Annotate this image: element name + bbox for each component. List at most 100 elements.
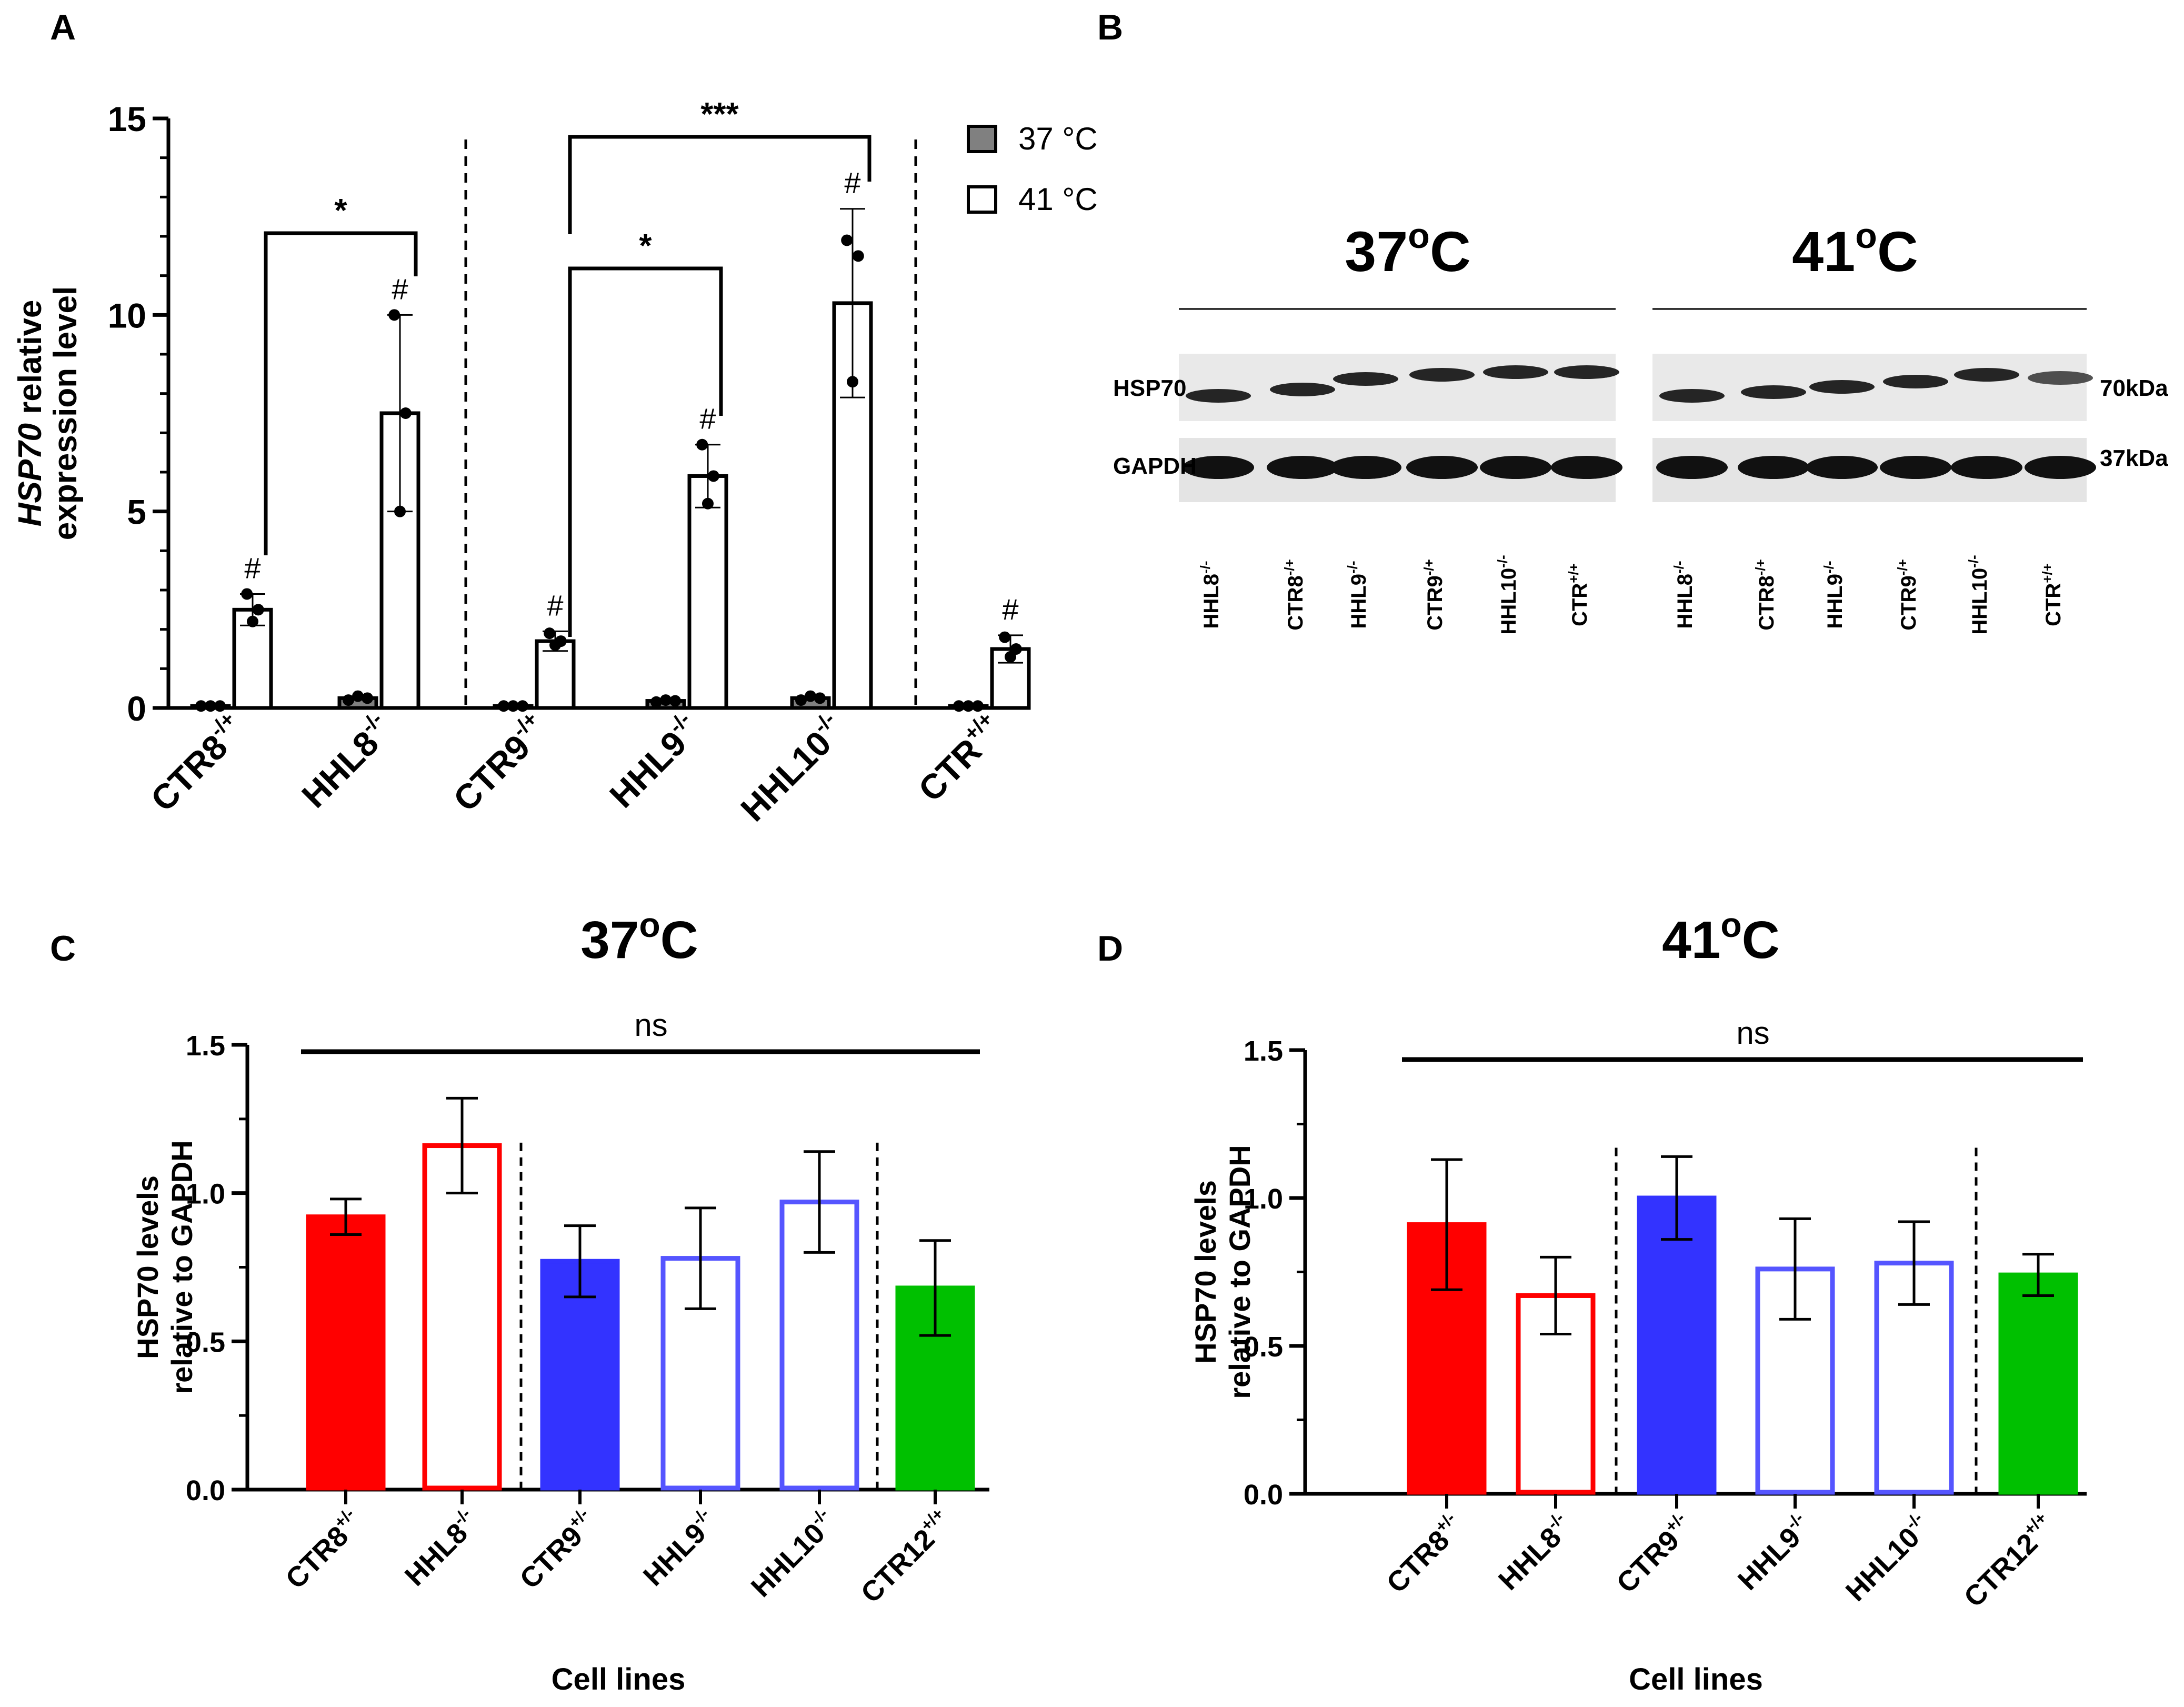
x-tick-label: CTR12+/+ (1956, 1509, 2061, 1614)
y-axis-label-italic: HSP70 (12, 423, 48, 526)
x-tick-label: HHL9-/- (1730, 1509, 1818, 1596)
y-tick-label: 1.0 (1244, 1183, 1283, 1215)
legend-swatch (967, 125, 997, 153)
x-tick-label: CTR9-/+ (444, 707, 555, 819)
y-tick-label: 10 (108, 296, 146, 335)
band-hsp70 (1809, 380, 1875, 394)
lane-label: HHL9-/- (1821, 561, 1847, 629)
lane-label-sup: +/+ (2039, 563, 2055, 583)
band-gapdh (1806, 456, 1878, 479)
band-gapdh (1551, 456, 1622, 479)
band-hsp70 (2028, 371, 2093, 385)
hash-marker: # (844, 166, 860, 199)
lane-label-sup: -/+ (1752, 559, 1768, 575)
x-tick-label: CTR+/+ (909, 707, 1010, 809)
y-axis-label-line2: relative to GAPDH (1223, 1145, 1256, 1399)
band-gapdh (1183, 456, 1254, 479)
blot-group-title: 41oC (1792, 216, 1918, 283)
data-point (517, 700, 528, 712)
significance-label: * (639, 228, 652, 264)
lane-label-base: CTR (2042, 583, 2065, 626)
band-hsp70 (1483, 365, 1548, 379)
band-gapdh (1738, 456, 1809, 479)
y-tick-label: 0.0 (1244, 1479, 1283, 1511)
lane-label: HHL10-/- (1495, 555, 1520, 634)
y-tick-label: 15 (108, 99, 146, 138)
lane-label: CTR8-/+ (1752, 559, 1778, 631)
y-axis-label: HSP70 levels (1189, 1180, 1222, 1364)
y-axis-label-line2: relative to GAPDH (165, 1140, 198, 1394)
x-tick-label: HHL8-/- (292, 707, 399, 815)
hash-marker: # (1002, 593, 1018, 626)
band-gapdh (1656, 456, 1728, 479)
data-point (362, 692, 373, 704)
data-point (498, 700, 509, 712)
band-gapdh (1951, 456, 2022, 479)
bar (1874, 1261, 1954, 1495)
data-point (852, 250, 864, 262)
band-hsp70 (1954, 368, 2019, 382)
legend-label: 41 °C (1018, 182, 1098, 217)
blot-group-unit: C (1877, 219, 1918, 283)
x-tick-label: CTR12+/+ (853, 1504, 958, 1610)
data-point (707, 470, 719, 482)
hash-marker: # (699, 402, 716, 435)
y-tick-label: 5 (127, 493, 146, 532)
band-gapdh (1330, 456, 1401, 479)
chart-title-number: 41 (1662, 911, 1720, 970)
data-point (963, 700, 974, 712)
data-point (352, 690, 364, 702)
panel-letter-d: D (1097, 929, 1123, 969)
data-point (544, 627, 556, 640)
lane-label: HHL9-/- (1345, 561, 1370, 629)
lane-label-sup: -/+ (1421, 559, 1437, 575)
chart-title-unit: C (660, 911, 698, 970)
lane-label-base: CTR9 (1424, 575, 1447, 630)
band-hsp70 (1659, 389, 1725, 403)
bar (1998, 1272, 2078, 1495)
x-tick-label: CTR8+/- (1379, 1509, 1470, 1600)
y-tick-label: 0.5 (186, 1326, 225, 1358)
lane-label: CTR+/+ (1566, 563, 1591, 626)
band-gapdh (1480, 456, 1551, 479)
chart-title: 37oC (580, 905, 698, 970)
data-point (669, 695, 681, 707)
lane-label: CTR8-/+ (1281, 559, 1307, 631)
band-hsp70 (1333, 372, 1398, 386)
lane-label-base: HHL9 (1824, 574, 1847, 628)
blot-group-temp: 41 (1792, 219, 1855, 283)
data-point (841, 234, 853, 246)
blot-row-label: GAPDH (1113, 453, 1197, 479)
lane-label: CTR+/+ (2039, 563, 2065, 626)
x-tick-label-base: HHL10 (745, 1517, 831, 1603)
y-tick-label: 1.5 (186, 1030, 225, 1062)
data-point (650, 696, 662, 708)
x-tick-label: CTR8-/+ (141, 707, 253, 819)
significance-bracket (568, 135, 871, 234)
chart-title-degree: o (1720, 905, 1741, 944)
blot-group-degree: o (1408, 216, 1430, 256)
data-point (953, 700, 965, 712)
data-point (394, 505, 406, 517)
panel-b-western-blot: 37oCHHL8-/-CTR8-/+HHL9-/-CTR9-/+HHL10-/-… (1113, 216, 2168, 635)
data-point (241, 588, 253, 600)
lane-label-base: HHL10 (1497, 568, 1520, 635)
hash-marker: # (244, 551, 261, 584)
data-point (999, 631, 1011, 643)
band-hsp70 (1741, 385, 1806, 399)
data-point (252, 604, 264, 616)
data-point (214, 700, 226, 712)
ns-label: ns (1736, 1015, 1769, 1051)
y-axis-label: HSP70 levels (131, 1175, 164, 1359)
band-gapdh (1406, 456, 1478, 479)
blot-group-unit: C (1430, 219, 1471, 283)
lane-label-base: CTR (1568, 583, 1591, 626)
band-hsp70 (1409, 368, 1475, 382)
data-point (972, 700, 984, 712)
x-tick-label: CTR8+/- (278, 1504, 369, 1595)
x-tick-label: CTR9+/- (512, 1504, 603, 1595)
lane-label-sup: -/- (1821, 561, 1837, 574)
y-axis-label-rest: relative (12, 300, 48, 423)
y-tick-label: 0.5 (1244, 1331, 1283, 1363)
data-point (702, 497, 714, 510)
